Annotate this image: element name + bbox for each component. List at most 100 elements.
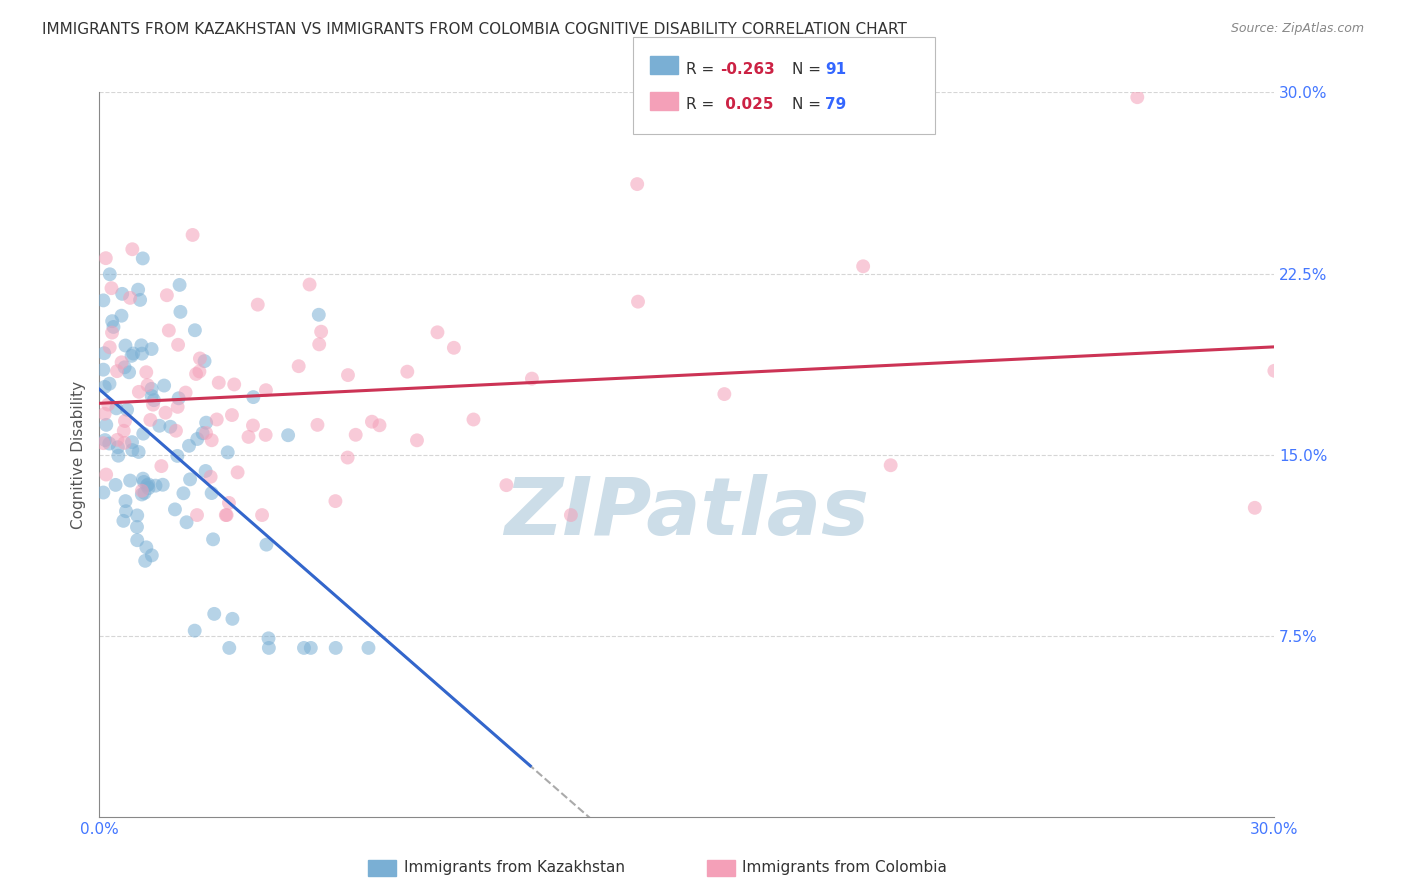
- Point: [202, 607, 225, 621]
- Point: [121, 242, 143, 256]
- Point: [299, 640, 322, 655]
- Point: [93, 485, 115, 500]
- Point: [135, 541, 157, 555]
- Point: [256, 538, 278, 552]
- Point: [242, 390, 264, 404]
- Point: [1263, 364, 1285, 378]
- Point: [107, 440, 129, 454]
- Point: [495, 478, 517, 492]
- Point: [136, 378, 159, 392]
- Point: [309, 325, 332, 339]
- Point: [254, 383, 277, 397]
- Point: [93, 436, 115, 450]
- Text: 79: 79: [825, 97, 846, 112]
- Point: [183, 624, 205, 638]
- Point: [145, 478, 167, 492]
- Point: [287, 359, 309, 374]
- Point: [131, 346, 153, 360]
- Point: [368, 418, 391, 433]
- Point: [122, 346, 145, 360]
- Point: [406, 434, 429, 448]
- Point: [104, 478, 127, 492]
- Point: [307, 417, 329, 432]
- Point: [136, 478, 159, 492]
- Point: [165, 424, 187, 438]
- Point: [93, 293, 115, 308]
- Point: [169, 305, 191, 319]
- Point: [176, 516, 198, 530]
- Point: [121, 349, 143, 363]
- Point: [1243, 500, 1265, 515]
- Point: [98, 376, 121, 391]
- Point: [167, 392, 190, 406]
- Point: [560, 508, 582, 522]
- Point: [179, 472, 201, 486]
- Point: [396, 365, 419, 379]
- Point: [128, 445, 150, 459]
- Point: [155, 406, 177, 420]
- Point: [426, 326, 449, 340]
- Point: [181, 227, 204, 242]
- Text: Source: ZipAtlas.com: Source: ZipAtlas.com: [1230, 22, 1364, 36]
- Point: [217, 445, 239, 459]
- Text: ZIPatlas: ZIPatlas: [505, 474, 869, 551]
- Text: IMMIGRANTS FROM KAZAKHSTAN VS IMMIGRANTS FROM COLOMBIA COGNITIVE DISABILITY CORR: IMMIGRANTS FROM KAZAKHSTAN VS IMMIGRANTS…: [42, 22, 907, 37]
- Point: [132, 252, 155, 266]
- Point: [177, 439, 200, 453]
- Point: [120, 474, 142, 488]
- Point: [107, 449, 129, 463]
- Point: [129, 293, 152, 307]
- Point: [221, 408, 243, 422]
- Point: [153, 378, 176, 392]
- Point: [111, 286, 134, 301]
- Point: [200, 470, 222, 484]
- Point: [298, 277, 321, 292]
- Point: [344, 427, 367, 442]
- Point: [336, 450, 359, 465]
- Point: [166, 400, 188, 414]
- Point: [186, 508, 208, 522]
- Point: [125, 520, 148, 534]
- Point: [114, 338, 136, 352]
- Point: [132, 426, 155, 441]
- Point: [174, 385, 197, 400]
- Point: [136, 477, 159, 491]
- Point: [277, 428, 299, 442]
- Point: [105, 401, 128, 416]
- Point: [713, 387, 735, 401]
- Point: [112, 435, 135, 450]
- Point: [1126, 90, 1149, 104]
- Point: [463, 412, 485, 426]
- Text: -0.263: -0.263: [720, 62, 775, 77]
- Text: 0.025: 0.025: [720, 97, 773, 112]
- Point: [159, 419, 181, 434]
- Point: [96, 417, 118, 432]
- Point: [852, 260, 875, 274]
- Point: [336, 368, 359, 383]
- Point: [103, 320, 125, 334]
- Text: Immigrants from Colombia: Immigrants from Colombia: [742, 861, 948, 875]
- Y-axis label: Cognitive Disability: Cognitive Disability: [72, 381, 86, 529]
- Point: [520, 371, 543, 385]
- Text: R =: R =: [686, 97, 720, 112]
- Point: [121, 435, 143, 450]
- Text: Immigrants from Kazakhstan: Immigrants from Kazakhstan: [404, 861, 624, 875]
- Text: N =: N =: [792, 62, 825, 77]
- Point: [135, 365, 157, 379]
- Point: [257, 632, 280, 646]
- Point: [250, 508, 273, 522]
- Point: [98, 340, 121, 354]
- Point: [191, 426, 214, 441]
- Point: [101, 314, 124, 328]
- Point: [132, 472, 155, 486]
- Point: [127, 283, 149, 297]
- Point: [357, 640, 380, 655]
- Point: [218, 496, 240, 510]
- Point: [94, 433, 117, 447]
- Point: [325, 640, 347, 655]
- Point: [141, 389, 163, 403]
- Point: [626, 177, 648, 191]
- Point: [96, 467, 118, 482]
- Point: [120, 291, 142, 305]
- Point: [97, 398, 120, 412]
